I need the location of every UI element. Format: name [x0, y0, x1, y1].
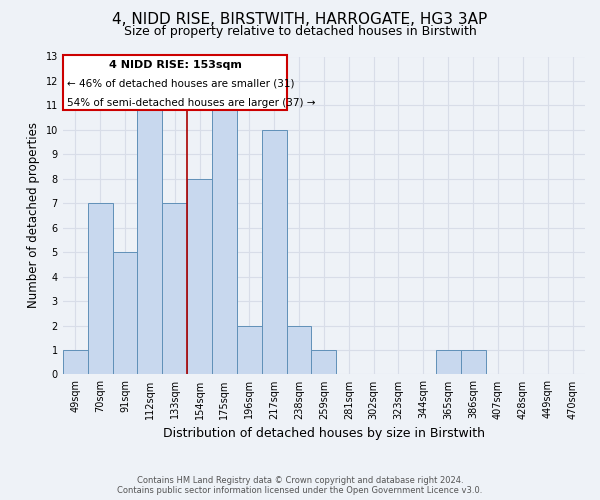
Bar — [212, 106, 237, 374]
Bar — [63, 56, 287, 110]
Bar — [137, 106, 162, 374]
Text: Size of property relative to detached houses in Birstwith: Size of property relative to detached ho… — [124, 25, 476, 38]
Text: 54% of semi-detached houses are larger (37) →: 54% of semi-detached houses are larger (… — [67, 98, 316, 108]
Bar — [287, 326, 311, 374]
Text: 4, NIDD RISE, BIRSTWITH, HARROGATE, HG3 3AP: 4, NIDD RISE, BIRSTWITH, HARROGATE, HG3 … — [112, 12, 488, 28]
Bar — [187, 179, 212, 374]
Text: Contains HM Land Registry data © Crown copyright and database right 2024.
Contai: Contains HM Land Registry data © Crown c… — [118, 476, 482, 495]
Text: ← 46% of detached houses are smaller (31): ← 46% of detached houses are smaller (31… — [67, 78, 295, 88]
Text: 4 NIDD RISE: 153sqm: 4 NIDD RISE: 153sqm — [109, 60, 241, 70]
Bar — [88, 203, 113, 374]
Bar — [162, 203, 187, 374]
Y-axis label: Number of detached properties: Number of detached properties — [27, 122, 40, 308]
Bar — [63, 350, 88, 374]
Bar — [237, 326, 262, 374]
Bar — [262, 130, 287, 374]
Bar — [113, 252, 137, 374]
Bar — [436, 350, 461, 374]
Bar — [311, 350, 337, 374]
X-axis label: Distribution of detached houses by size in Birstwith: Distribution of detached houses by size … — [163, 427, 485, 440]
Bar — [461, 350, 485, 374]
